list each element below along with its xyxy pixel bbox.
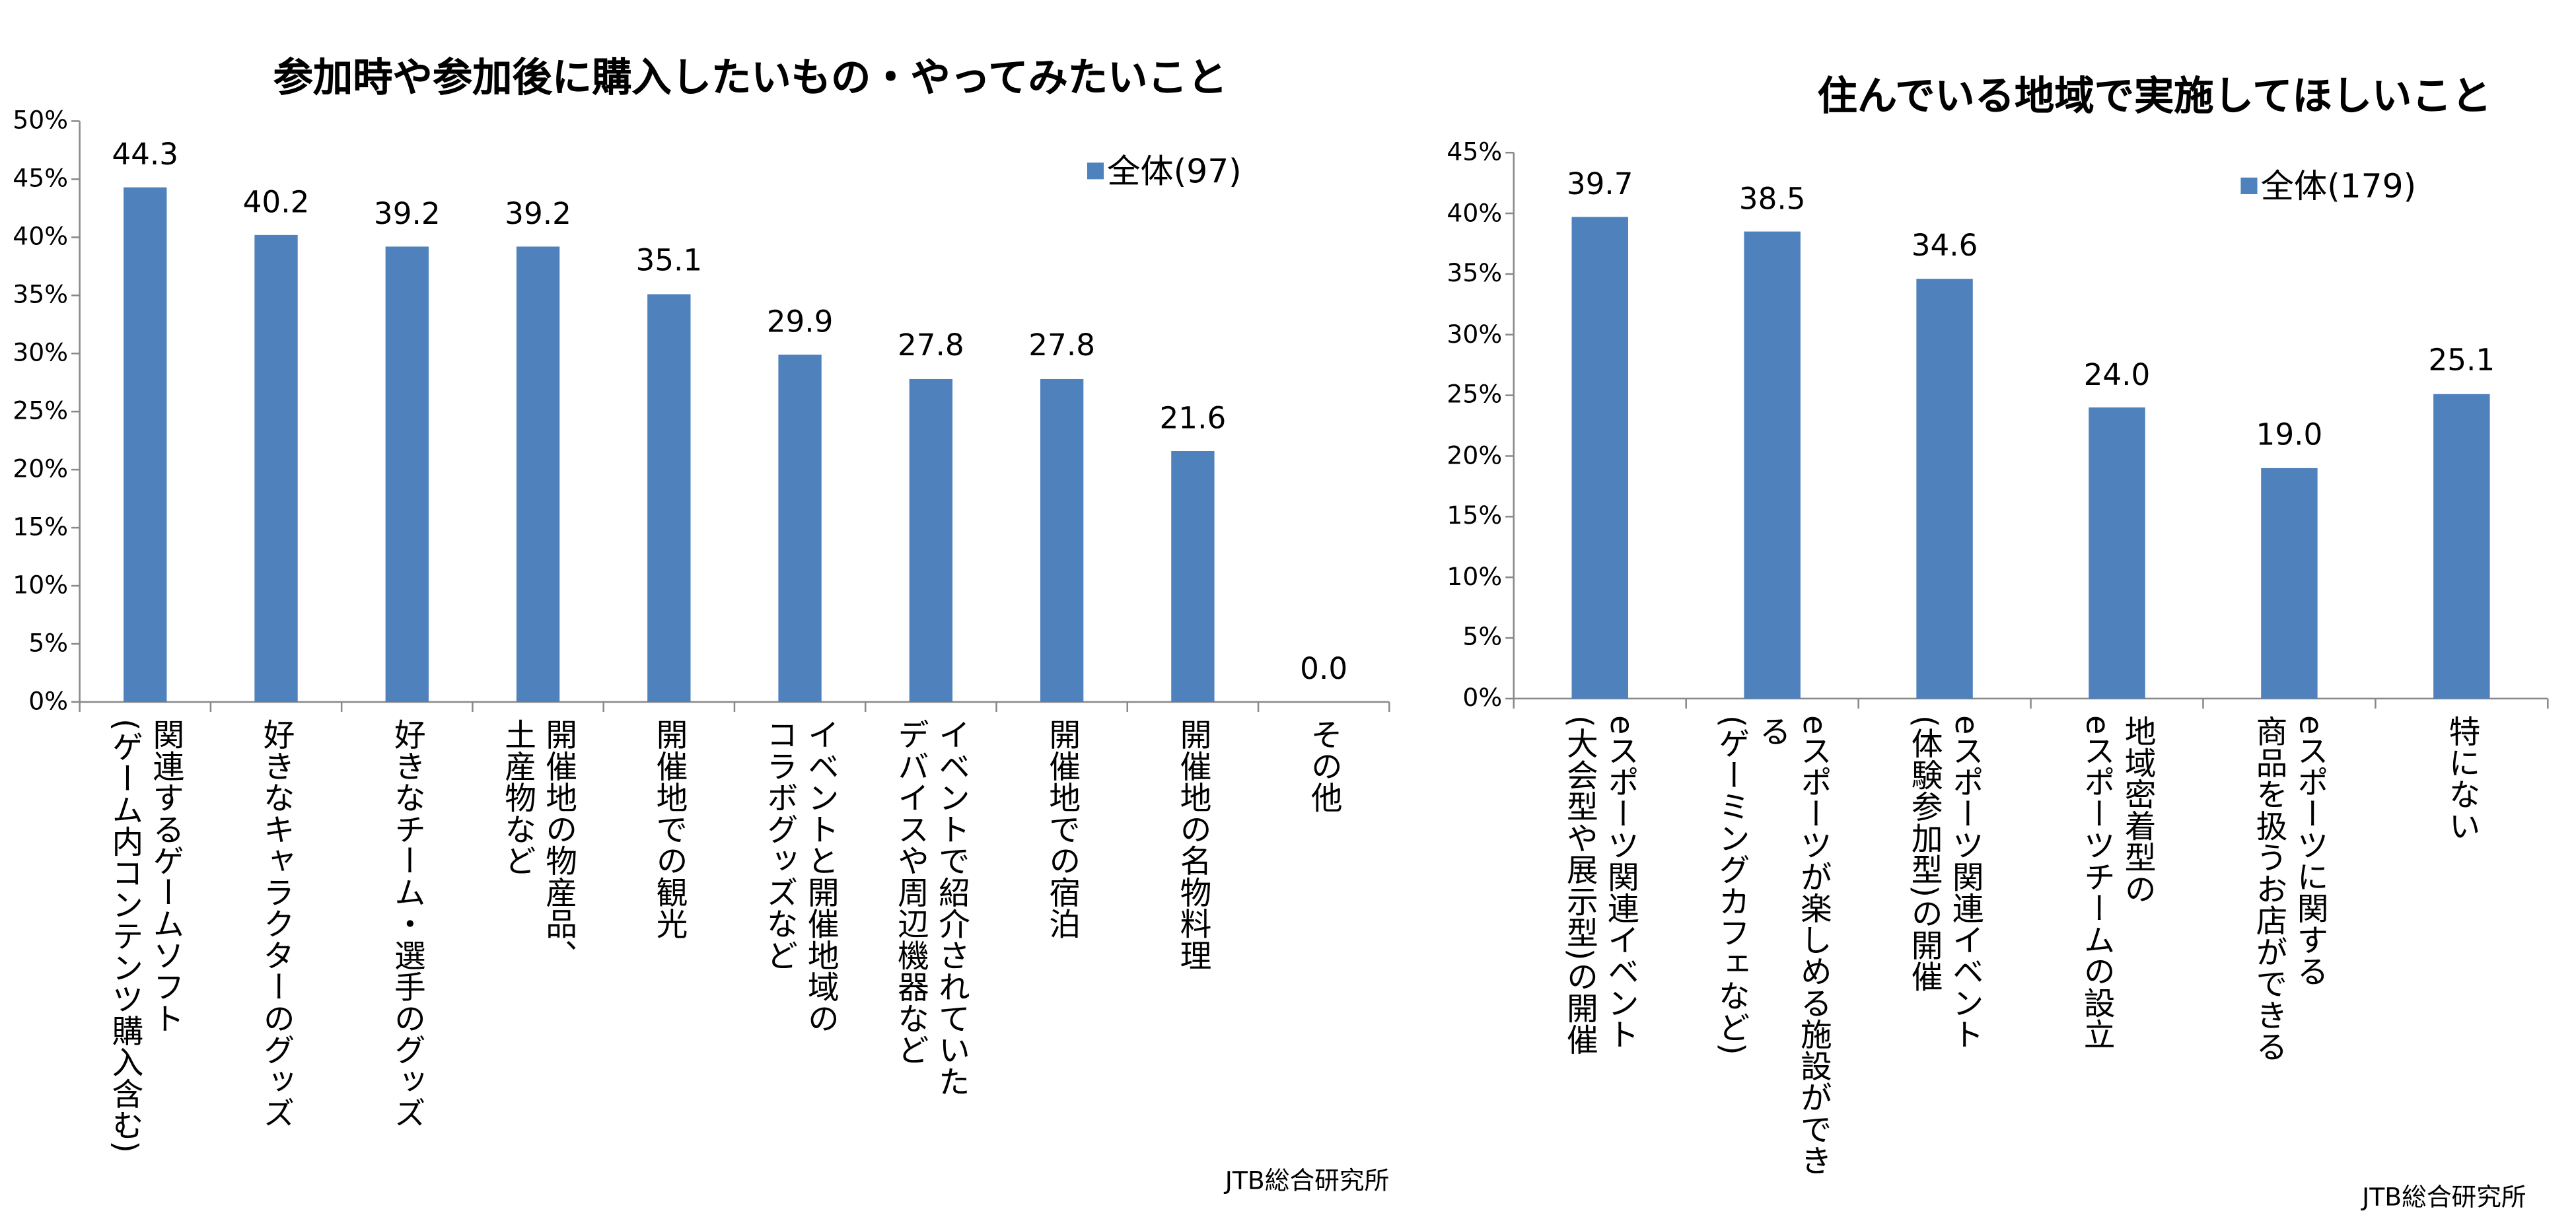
bar xyxy=(778,355,822,702)
x-tick-label: 開催地での観光 xyxy=(651,718,688,940)
value-label: 39.2 xyxy=(373,197,441,232)
y-tick-label: 40% xyxy=(1447,197,1503,228)
value-label: 34.6 xyxy=(1911,228,1978,264)
y-tick-label: 25% xyxy=(1447,379,1503,409)
bar xyxy=(1040,378,1084,702)
source-note: JTB総合研究所 xyxy=(1225,1166,1390,1196)
y-tick-label: 30% xyxy=(1447,318,1503,349)
legend-label: 全体(97) xyxy=(1107,151,1242,191)
x-tick-label: 開催地での宿泊 xyxy=(1044,718,1081,940)
bar xyxy=(2089,407,2145,699)
x-tick-label: 地域密着型の eスポーツチームの設立 xyxy=(2079,715,2157,1050)
x-tick-label: イベントと開催地域の コラボグッズなど xyxy=(762,718,840,1034)
y-tick-label: 35% xyxy=(1447,258,1503,289)
y-tick-label: 0% xyxy=(1462,683,1503,713)
source-note: JTB総合研究所 xyxy=(2362,1182,2526,1212)
x-tick-label: eスポーツ関連イベント (大会型や展示型)の開催 xyxy=(1561,715,1639,1055)
legend-swatch xyxy=(2240,177,2258,195)
y-tick-label: 10% xyxy=(1447,561,1503,592)
value-label: 35.1 xyxy=(635,244,703,279)
value-label: 0.0 xyxy=(1300,652,1348,687)
value-label: 25.1 xyxy=(2428,344,2495,380)
x-tick-label: 好きなキャラクターのグッズ xyxy=(258,718,295,1129)
bar xyxy=(1916,279,1973,699)
x-tick-label: イベントで紹介されていた デバイスや周辺機器など xyxy=(892,718,970,1098)
bar xyxy=(124,187,167,702)
chart-title: 参加時や参加後に購入したいもの・やってみたいこと xyxy=(273,54,1228,102)
bar xyxy=(516,246,560,702)
x-tick-label: 開催地の物産品、 土産物など xyxy=(499,718,578,971)
y-tick-label: 10% xyxy=(13,570,69,600)
x-tick-label: 好きなチーム・選手のグッズ xyxy=(389,718,426,1129)
value-label: 21.6 xyxy=(1159,401,1227,437)
y-tick-label: 40% xyxy=(13,221,69,252)
value-label: 38.5 xyxy=(1738,182,1806,217)
bar xyxy=(1571,217,1628,699)
x-tick-label: 特にない xyxy=(2444,715,2481,842)
y-tick-label: 20% xyxy=(1447,440,1503,470)
y-tick-label: 5% xyxy=(1462,622,1503,652)
bar xyxy=(2261,468,2318,699)
bar xyxy=(647,294,691,702)
y-tick-label: 35% xyxy=(13,279,69,310)
legend-label: 全体(179) xyxy=(2260,166,2417,206)
x-tick-label: 関連するゲームソフト (ゲーム内コンテンツ購入含む) xyxy=(106,718,185,1154)
y-tick-label: 30% xyxy=(13,337,69,368)
y-tick-label: 45% xyxy=(1447,137,1503,167)
y-tick-label: 45% xyxy=(13,163,69,193)
value-label: 44.3 xyxy=(112,137,179,173)
y-tick-label: 50% xyxy=(13,105,69,135)
x-tick-label: eスポーツに関する 商品を扱うお店ができる xyxy=(2251,715,2329,1063)
chart-title: 住んでいる地域で実施してほしいこと xyxy=(1817,73,2491,120)
y-tick-label: 25% xyxy=(13,396,69,426)
y-tick-label: 5% xyxy=(28,628,69,658)
y-tick-label: 15% xyxy=(13,512,69,542)
value-label: 24.0 xyxy=(2083,357,2151,393)
value-label: 27.8 xyxy=(1028,329,1095,365)
bar xyxy=(2433,394,2490,699)
y-tick-label: 0% xyxy=(28,686,69,716)
value-label: 40.2 xyxy=(242,185,310,221)
y-tick-label: 15% xyxy=(1447,501,1503,531)
x-tick-label: eスポーツが楽しめる施設ができる (ゲーミングカフェなど) xyxy=(1713,715,1832,1176)
legend-swatch xyxy=(1087,162,1104,180)
bar xyxy=(1171,451,1215,702)
x-tick-label: その他 xyxy=(1306,718,1343,814)
value-label: 29.9 xyxy=(766,304,834,340)
value-label: 19.0 xyxy=(2256,418,2323,454)
bar xyxy=(385,246,429,702)
x-tick-label: 開催地の名物料理 xyxy=(1175,718,1212,971)
bar xyxy=(1744,231,1801,699)
bar xyxy=(909,378,953,702)
x-tick-label: eスポーツ関連イベント (体験参加型)の開催 xyxy=(1906,715,1984,1050)
bar xyxy=(254,234,298,702)
value-label: 39.2 xyxy=(505,197,571,232)
value-label: 39.7 xyxy=(1566,167,1633,202)
y-tick-label: 20% xyxy=(13,454,69,484)
value-label: 27.8 xyxy=(897,329,964,365)
